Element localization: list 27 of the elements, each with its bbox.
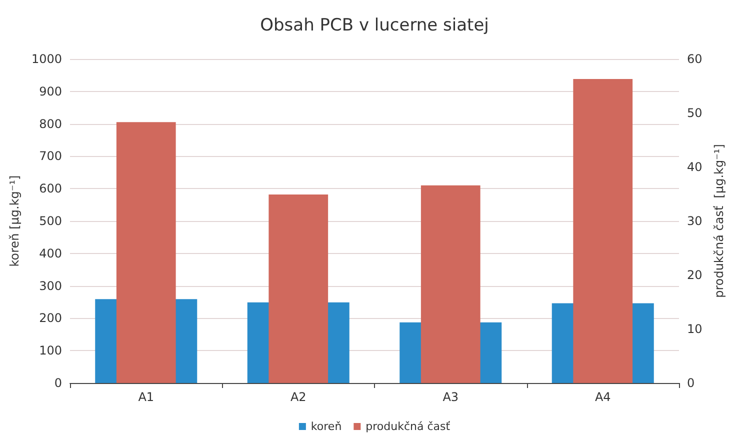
y-tick-label: 300 [39, 278, 62, 293]
y2-tick-label: 40 [687, 160, 702, 174]
y-tick-label: 700 [39, 149, 62, 164]
y2-tick-label: 0 [687, 376, 695, 390]
chart-title: Obsah PCB v lucerne siatej [260, 16, 489, 36]
y-tick-label: 900 [39, 84, 62, 98]
y2-tick-label: 30 [687, 214, 702, 228]
y2-tick-label: 10 [687, 322, 702, 336]
x-tick-label: A4 [594, 390, 611, 404]
y-tick-label: 600 [39, 182, 62, 196]
y-tick-label: 1000 [31, 52, 62, 66]
y-tick-label: 800 [39, 116, 62, 131]
y2-tick-label: 50 [687, 106, 702, 120]
y-tick-label: 0 [54, 376, 62, 390]
x-tick-label: A2 [290, 390, 306, 404]
y2-tick-label: 20 [687, 268, 702, 282]
x-tick-label: A3 [442, 390, 459, 404]
x-tick-label: A1 [138, 390, 154, 404]
y2-tick-label: 60 [687, 52, 702, 66]
y-tick-label: 200 [39, 311, 62, 326]
y-tick-label: 500 [39, 214, 62, 228]
y-axis-title: koreň [µg.kg⁻¹] [8, 175, 22, 267]
legend-label: koreň [310, 420, 342, 433]
y-tick-label: 400 [39, 246, 62, 260]
y-tick-label: 100 [39, 344, 62, 358]
legend-label: produkčná časť [366, 420, 451, 433]
y2-axis-title: produkčná časť [µg.kg⁻¹] [712, 144, 726, 298]
